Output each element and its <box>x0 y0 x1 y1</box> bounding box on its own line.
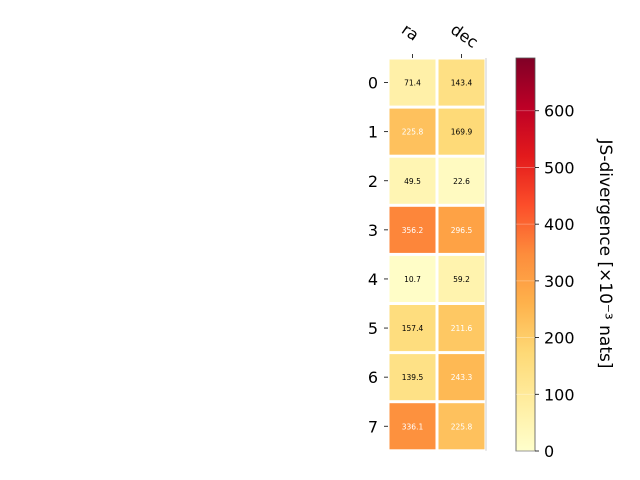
heatmap-cell-0-ra <box>389 59 436 106</box>
cell-value-label: 356.2 <box>402 226 424 235</box>
cell-value-label: 169.9 <box>451 128 473 137</box>
column-axis: ra dec <box>398 20 482 58</box>
row-tick-label: 7 <box>368 417 378 436</box>
cell-value-label: 225.8 <box>451 422 473 431</box>
colorbar-tick-label: 500 <box>544 158 575 177</box>
cell-value-label: 157.4 <box>402 324 424 333</box>
row-tick-label: 4 <box>368 270 378 289</box>
colorbar-tick-label: 0 <box>544 442 554 461</box>
cell-labels: 71.4 143.4 225.8 169.9 49.5 22.6 356.2 296.5 10.… <box>402 79 473 432</box>
colorbar-tick-label: 600 <box>544 102 575 121</box>
heatmap-cell-7-dec <box>438 403 485 450</box>
heatmap-cell-7-ra <box>389 403 436 450</box>
heatmap-cell-5-ra <box>389 305 436 352</box>
heatmap-cell-6-dec <box>438 354 485 401</box>
row-tick-label: 2 <box>368 172 378 191</box>
cell-value-label: 59.2 <box>453 275 470 284</box>
heatmap-cell-3-dec <box>438 206 485 253</box>
heatmap-cell-5-dec <box>438 305 485 352</box>
heatmap-cell-1-dec <box>438 108 485 155</box>
row-tick-label: 3 <box>368 221 378 240</box>
heatmap-cells <box>389 58 487 451</box>
colorbar-tick-label: 300 <box>544 272 575 291</box>
colorbar-label: JS-divergence [×10⁻³ nats] <box>595 139 615 369</box>
cell-value-label: 143.4 <box>451 79 473 88</box>
heatmap-cell-1-ra <box>389 108 436 155</box>
heatmap-cell-4-dec <box>438 255 485 302</box>
row-tick-label: 1 <box>368 123 378 142</box>
cell-value-label: 49.5 <box>404 177 421 186</box>
heatmap-cell-2-ra <box>389 157 436 204</box>
cell-value-label: 71.4 <box>404 79 421 88</box>
cell-value-label: 296.5 <box>451 226 473 235</box>
row-axis: 0 1 2 3 4 5 6 7 <box>368 74 388 436</box>
row-tick-label: 0 <box>368 74 378 93</box>
cell-value-label: 336.1 <box>402 422 424 431</box>
heatmap-cell-0-dec <box>438 59 485 106</box>
cell-value-label: 10.7 <box>404 275 421 284</box>
column-tick-label: ra <box>398 20 422 45</box>
cell-value-label: 22.6 <box>453 177 470 186</box>
cell-value-label: 211.6 <box>451 324 473 333</box>
heatmap-cell-2-dec <box>438 157 485 204</box>
colorbar-bar <box>515 57 536 452</box>
cell-value-label: 225.8 <box>402 128 424 137</box>
colorbar-tick-label: 400 <box>544 215 575 234</box>
colorbar-tick-label: 200 <box>544 329 575 348</box>
cell-value-label: 139.5 <box>402 373 424 382</box>
cell-value-label: 243.3 <box>451 373 473 382</box>
heatmap-cell-4-ra <box>389 255 436 302</box>
column-tick-label: dec <box>447 20 481 52</box>
colorbar: 0 100 200 300 400 500 600 JS-divergence [×10⁻³… <box>515 57 615 461</box>
row-tick-label: 5 <box>368 319 378 338</box>
row-tick-label: 6 <box>368 368 378 387</box>
heatmap-cell-3-ra <box>389 206 436 253</box>
colorbar-tick-label: 100 <box>544 385 575 404</box>
colorbar-ticks: 0 100 200 300 400 500 600 <box>516 102 575 461</box>
heatmap-cell-6-ra <box>389 354 436 401</box>
